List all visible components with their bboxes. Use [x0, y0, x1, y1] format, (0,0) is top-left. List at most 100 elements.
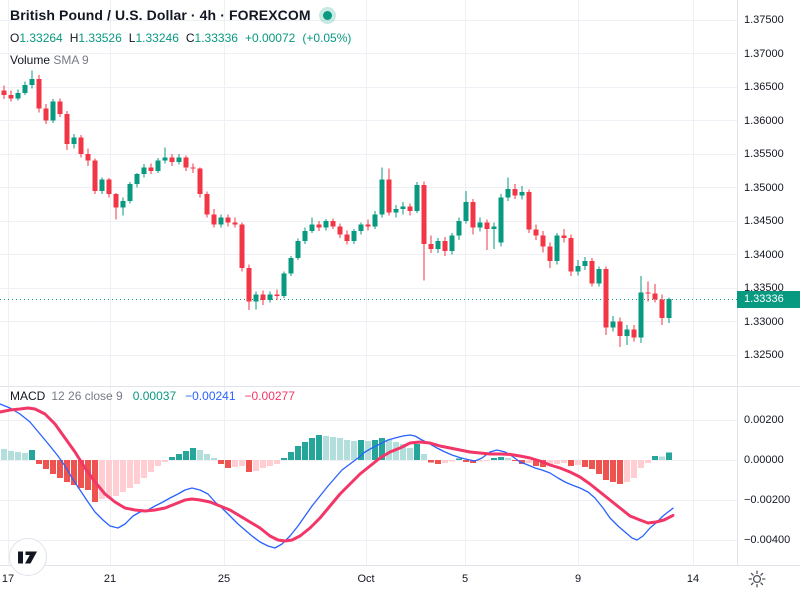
macd-histogram-bar	[316, 435, 322, 460]
candle	[484, 219, 490, 250]
time-axis-label: 25	[217, 573, 231, 585]
time-axis-label: 14	[686, 573, 700, 585]
price-axis-label: 1.32500	[744, 349, 784, 361]
candle	[302, 227, 308, 244]
change-percent: (+0.05%)	[302, 31, 352, 45]
macd-histogram-bar	[351, 441, 357, 460]
macd-histogram-bar	[71, 460, 77, 485]
candles-layer	[1, 70, 672, 347]
macd-histogram-bar	[442, 460, 448, 463]
candle	[71, 133, 77, 149]
macd-axis-label: −0.00200	[744, 494, 791, 506]
open-value: 1.33264	[19, 31, 63, 45]
macd-histogram-bar	[127, 460, 133, 488]
candle	[596, 266, 602, 287]
candle	[183, 155, 189, 171]
macd-histogram-bar	[99, 460, 105, 499]
macd-axis-label: −0.00400	[744, 534, 791, 546]
macd-histogram-bar	[533, 460, 539, 466]
candle	[463, 190, 469, 224]
candle	[568, 234, 574, 276]
macd-histogram-bar	[498, 457, 504, 460]
macd-histogram-bar	[64, 460, 70, 482]
candle	[120, 197, 126, 216]
candle	[386, 168, 392, 216]
candle	[274, 289, 280, 301]
price-axis-label: 1.33000	[744, 315, 784, 328]
macd-histogram-bar	[295, 446, 301, 460]
macd-title: MACD	[10, 389, 46, 403]
low-value: 1.33246	[135, 31, 179, 45]
candle	[113, 192, 119, 220]
macd-histogram-bar	[631, 460, 637, 478]
candle	[155, 158, 161, 173]
time-axis-label: Oct	[357, 573, 375, 585]
macd-histogram-bar	[43, 460, 49, 469]
candle	[239, 222, 245, 272]
macd-histogram-bar	[183, 451, 189, 460]
low-label: L	[128, 31, 136, 45]
candle	[477, 217, 483, 232]
candle	[323, 218, 329, 231]
candle	[169, 154, 175, 167]
candle	[316, 221, 322, 232]
macd-histogram-bar	[484, 460, 490, 461]
macd-histogram-bar	[372, 440, 378, 460]
price-axis-label: 1.36500	[744, 81, 784, 93]
macd-histogram-bar	[512, 460, 518, 461]
candle	[442, 237, 448, 256]
candle	[554, 233, 560, 265]
macd-histogram-bar	[645, 460, 651, 463]
open-label: O	[10, 31, 20, 45]
macd-histogram-bar	[106, 460, 112, 498]
candle	[50, 99, 56, 124]
macd-histogram-bar	[610, 460, 616, 482]
candle	[365, 219, 371, 231]
macd-histogram-bar	[239, 460, 245, 466]
macd-histogram-bar	[50, 460, 56, 474]
candle	[428, 235, 434, 254]
macd-histogram-bar	[15, 452, 21, 460]
macd-histogram-bar	[162, 460, 168, 462]
time-axis[interactable]: 17 21 25 Oct 5 9 14	[0, 566, 737, 600]
macd-legend: MACD 12 26 close 9 0.00037 −0.00241 −0.00277	[10, 389, 295, 403]
candle	[295, 238, 301, 260]
time-axis-label: 5	[461, 573, 469, 585]
symbol-title[interactable]: British Pound / U.S. Dollar · 4h · FOREX…	[10, 7, 311, 23]
candle	[176, 154, 182, 165]
macd-histogram-bar	[589, 460, 595, 469]
market-status-icon[interactable]	[322, 10, 332, 20]
volume-row: Volume SMA 9	[10, 53, 351, 67]
macd-histogram-bar	[491, 458, 497, 460]
macd-histogram-bar	[400, 444, 406, 460]
price-axis[interactable]: 1.37500 1.37000 1.36500 1.36000 1.35500 1.350…	[738, 0, 800, 565]
sun-icon[interactable]	[747, 569, 767, 589]
high-value: 1.33526	[78, 31, 122, 45]
macd-histogram-bar	[288, 452, 294, 460]
macd-histogram-bar	[218, 460, 224, 464]
macd-histogram-bar	[281, 458, 287, 460]
candle	[617, 317, 623, 347]
macd-histogram-bar	[204, 454, 210, 460]
macd-histogram-bar	[603, 460, 609, 480]
time-axis-label: 17	[1, 573, 15, 585]
macd-axis-label: 0.00000	[744, 454, 784, 466]
price-axis-label: 1.35000	[744, 181, 784, 194]
candle	[204, 191, 210, 218]
time-axis-label: 9	[574, 573, 582, 585]
candle	[246, 264, 252, 311]
candle	[582, 257, 588, 270]
candle	[512, 184, 518, 199]
candle	[29, 70, 35, 89]
tradingview-logo[interactable]	[9, 538, 47, 576]
macd-hist-value: 0.00037	[132, 389, 177, 403]
macd-histogram-bar	[260, 460, 266, 468]
symbol-legend: British Pound / U.S. Dollar · 4h · FOREX…	[10, 7, 351, 67]
candle	[414, 182, 420, 213]
candle	[267, 291, 273, 303]
macd-histogram-bar	[456, 458, 462, 460]
candle	[253, 291, 259, 310]
macd-histogram-bar	[176, 454, 182, 460]
